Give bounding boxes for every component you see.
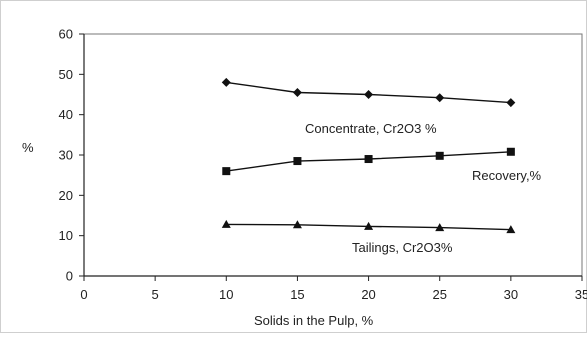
data-point-square (222, 167, 231, 176)
x-tick-label: 25 (432, 287, 446, 302)
data-point-diamond (435, 93, 445, 103)
x-ticks: 0 5 10 15 20 25 30 35 (80, 276, 587, 302)
series-label-tailings: Tailings, Cr2O3% (352, 240, 453, 255)
series-label-recovery: Recovery,% (472, 168, 542, 183)
y-axis-title: % (22, 140, 34, 155)
data-point-square (506, 147, 515, 156)
data-point-triangle (435, 223, 445, 232)
data-point-diamond (364, 90, 374, 99)
y-ticks: 0 10 20 30 40 50 60 (59, 27, 84, 284)
data-point-square (364, 155, 373, 164)
series-label-concentrate: Concentrate, Cr2O3 % (305, 121, 437, 136)
x-tick-label: 35 (575, 287, 587, 302)
x-tick-label: 5 (152, 287, 159, 302)
data-point-diamond (292, 87, 302, 97)
x-tick-label: 30 (504, 287, 518, 302)
y-tick-label: 50 (59, 67, 73, 82)
data-point-triangle (292, 220, 302, 229)
data-point-triangle (221, 219, 231, 228)
data-point-diamond (221, 77, 231, 87)
series-markers (221, 77, 516, 234)
data-point-triangle (364, 221, 374, 230)
data-point-triangle (506, 225, 516, 234)
y-tick-label: 10 (59, 228, 73, 243)
x-tick-label: 15 (290, 287, 304, 302)
y-tick-label: 60 (59, 27, 73, 42)
x-tick-label: 20 (361, 287, 375, 302)
y-tick-label: 40 (59, 107, 73, 122)
y-tick-label: 20 (59, 188, 73, 203)
x-tick-label: 0 (80, 287, 87, 302)
x-tick-label: 10 (219, 287, 233, 302)
data-point-diamond (506, 98, 516, 108)
y-tick-label: 30 (59, 148, 73, 163)
y-tick-label: 0 (66, 269, 73, 284)
data-point-square (435, 151, 444, 160)
data-point-square (293, 157, 302, 166)
x-axis-title: Solids in the Pulp, % (254, 313, 374, 328)
